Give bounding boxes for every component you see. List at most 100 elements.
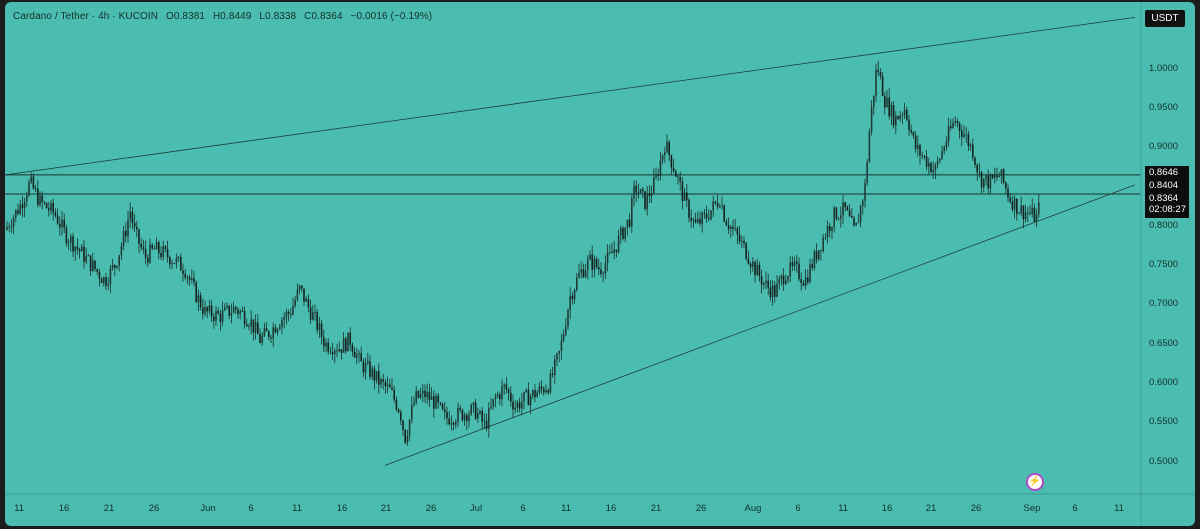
- candle-body: [433, 396, 435, 409]
- candle-body: [173, 263, 175, 264]
- candle-body: [488, 408, 490, 429]
- candle-body: [78, 248, 81, 252]
- candle-body: [840, 215, 842, 219]
- candle-body: [358, 353, 360, 355]
- candle-body: [752, 261, 754, 268]
- candle-body: [734, 228, 736, 229]
- candle-body: [375, 371, 378, 381]
- symbol-name[interactable]: Cardano / Tether · 4h · KUCOIN: [13, 11, 159, 22]
- candle-body: [723, 205, 725, 222]
- candle-body: [505, 384, 508, 390]
- price-chart[interactable]: [5, 2, 1195, 526]
- candle-body: [389, 384, 391, 388]
- candle-body: [813, 251, 816, 268]
- x-tick-label: Sep: [1023, 503, 1041, 514]
- candle-body: [961, 130, 963, 137]
- candle-body: [10, 226, 13, 228]
- candle-body: [162, 246, 164, 258]
- candle-body: [342, 338, 345, 353]
- candle-body: [61, 219, 63, 228]
- candle-body: [309, 307, 312, 320]
- candle-body: [954, 120, 956, 123]
- x-tick-label: 21: [103, 503, 115, 514]
- candle-body: [1020, 205, 1022, 214]
- candle-body: [701, 212, 703, 224]
- candle-body: [437, 395, 439, 403]
- candle-body: [21, 204, 24, 209]
- candle-body: [94, 260, 96, 270]
- candle-body: [556, 353, 558, 360]
- candle-body: [529, 396, 532, 406]
- candle-body: [945, 141, 948, 148]
- candle-body: [166, 249, 169, 258]
- chart-panel[interactable]: Cardano / Tether · 4h · KUCOIN O0.8381 H…: [5, 2, 1195, 526]
- candle-body: [996, 175, 998, 178]
- flash-icon[interactable]: ⚡: [1026, 473, 1044, 491]
- candle-body: [683, 192, 686, 201]
- candle-body: [400, 412, 402, 421]
- currency-label[interactable]: USDT: [1145, 10, 1185, 27]
- candle-body: [503, 384, 505, 387]
- candle-body: [670, 155, 673, 168]
- candle-body: [501, 386, 503, 400]
- candle-body: [518, 402, 521, 409]
- candle-body: [19, 204, 21, 214]
- candle-body: [85, 255, 87, 262]
- candle-body: [422, 390, 424, 395]
- candle-body: [565, 326, 567, 335]
- candle-body: [765, 280, 767, 284]
- x-tick-label: 11: [838, 503, 848, 514]
- y-tick-label: 0.9000: [1149, 141, 1179, 153]
- candle-body: [692, 219, 695, 221]
- candle-body: [800, 279, 802, 283]
- candle-body: [140, 244, 142, 248]
- candle-body: [774, 285, 776, 297]
- candle-body: [83, 246, 85, 262]
- candle-body: [215, 310, 217, 321]
- candle-body: [547, 390, 549, 393]
- candle-body: [122, 230, 125, 246]
- candle-body: [175, 257, 178, 264]
- candle-body: [516, 402, 519, 408]
- candle-body: [855, 223, 857, 226]
- candle-body: [699, 218, 701, 224]
- candle-body: [598, 266, 600, 270]
- candle-body: [826, 226, 829, 238]
- candle-body: [479, 410, 481, 414]
- candle-body: [732, 226, 734, 229]
- candle-body: [241, 311, 244, 312]
- candle-body: [708, 218, 710, 220]
- candle-body: [105, 277, 107, 286]
- y-tick-label: 1.0000: [1149, 62, 1179, 74]
- high-value: H0.8449: [212, 11, 252, 22]
- candle-body: [758, 264, 761, 277]
- candle-body: [92, 260, 94, 271]
- candle-body: [76, 246, 79, 249]
- candle-body: [573, 289, 576, 300]
- candle-body: [624, 227, 626, 240]
- candle-body: [52, 202, 54, 213]
- candle-body: [972, 144, 974, 158]
- candle-body: [50, 202, 52, 211]
- candle-body: [507, 389, 510, 393]
- candle-body: [600, 269, 602, 274]
- candle-body: [74, 246, 76, 252]
- candle-body: [177, 256, 180, 258]
- candle-body: [239, 311, 241, 314]
- candle-body: [254, 322, 257, 333]
- x-tick-label: 26: [970, 503, 982, 514]
- candle-body: [303, 288, 305, 302]
- y-tick-label: 0.6000: [1149, 376, 1179, 388]
- candle-body: [305, 298, 307, 302]
- candle-body: [290, 313, 292, 315]
- y-tick-label: 0.5500: [1149, 416, 1179, 428]
- candle-body: [958, 122, 961, 131]
- candle-body: [668, 141, 670, 156]
- candle-body: [877, 69, 879, 73]
- candle-body: [912, 132, 915, 136]
- candle-body: [776, 283, 778, 297]
- candle-body: [325, 342, 327, 347]
- candle-body: [525, 389, 527, 392]
- y-tick-label: 0.7500: [1149, 259, 1179, 270]
